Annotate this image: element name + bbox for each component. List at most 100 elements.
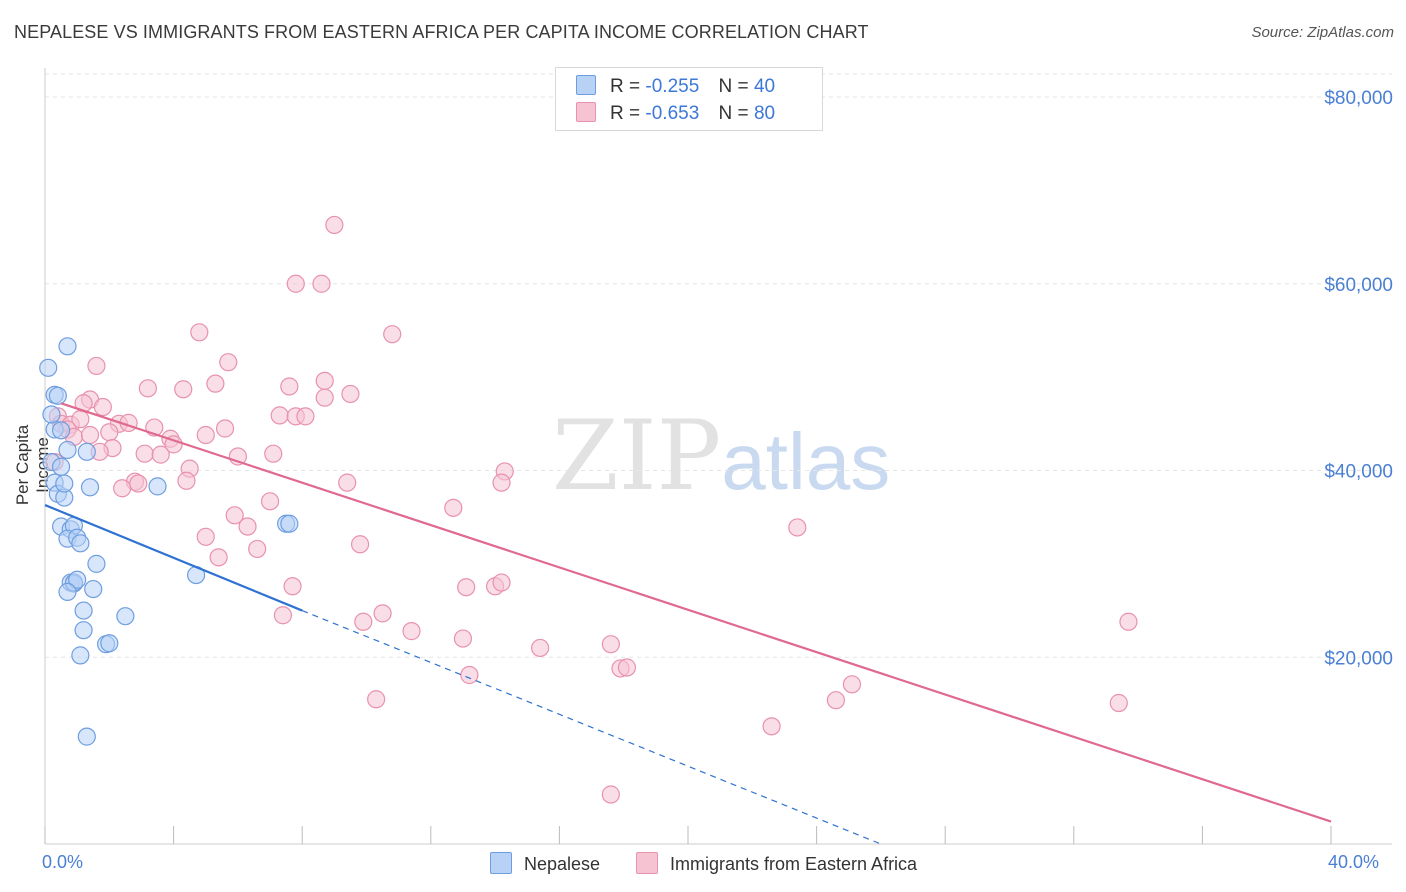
eastern-africa-point <box>762 717 781 736</box>
eastern-africa-point <box>209 548 228 567</box>
nepalese-point <box>42 405 61 424</box>
series-legend: Nepalese Immigrants from Eastern Africa <box>0 850 1406 878</box>
nepalese-point <box>280 514 299 533</box>
eastern-africa-point <box>164 435 183 454</box>
eastern-africa-point <box>601 785 620 804</box>
nepalese-point <box>148 477 167 496</box>
nepalese-point <box>84 579 103 599</box>
eastern-africa-point <box>531 638 550 658</box>
eastern-africa-point <box>601 635 620 654</box>
eastern-africa-point <box>460 665 479 685</box>
eastern-africa-point <box>206 374 225 393</box>
nepalese-point <box>77 442 96 461</box>
y-tick-label: $80,000 <box>1324 88 1393 109</box>
eastern-africa-point <box>93 397 112 417</box>
eastern-africa-point <box>492 573 511 592</box>
legend-item-nepalese[interactable]: Nepalese <box>490 852 600 875</box>
eastern-africa-point <box>354 612 373 631</box>
nepalese-trend-line <box>44 504 303 612</box>
eastern-africa-point <box>248 539 267 559</box>
eastern-africa-point <box>367 690 386 709</box>
eastern-africa-point <box>341 384 360 404</box>
legend-row-nepalese: R = -0.255 N = 40 <box>576 75 775 99</box>
n-value: 40 <box>753 76 776 97</box>
eastern-africa-point <box>383 325 402 344</box>
eastern-africa-point <box>273 606 293 625</box>
y-tick-label: $40,000 <box>1324 462 1393 483</box>
eastern-africa-point <box>138 379 157 398</box>
eastern-africa-point <box>492 473 511 492</box>
nepalese-point <box>116 607 135 626</box>
nepalese-point <box>68 570 87 589</box>
eastern-africa-point <box>1119 612 1138 631</box>
nepalese-point <box>74 601 93 620</box>
source-label[interactable]: Source: ZipAtlas.com <box>1251 24 1394 41</box>
nepalese-point <box>55 474 74 493</box>
eastern-africa-trend-line <box>60 402 1332 823</box>
nepalese-point <box>51 421 71 440</box>
eastern-africa-point <box>219 353 238 372</box>
eastern-africa-point <box>283 577 302 596</box>
eastern-africa-point <box>174 380 193 399</box>
eastern-africa-point <box>315 371 334 390</box>
nepalese-point <box>71 646 90 665</box>
watermark-zip: ZIP <box>552 400 722 512</box>
nepalese-point <box>77 727 96 746</box>
eastern-africa-point <box>100 423 119 442</box>
legend-label: Nepalese <box>524 854 601 874</box>
legend-row-eastern-africa: R = -0.653 N = 80 <box>576 102 775 126</box>
eastern-africa-point <box>113 479 132 498</box>
eastern-africa-point <box>264 444 283 463</box>
r-value: -0.653 <box>645 103 700 124</box>
eastern-africa-point <box>190 323 209 342</box>
legend-swatch-pink <box>576 102 596 122</box>
nepalese-point <box>58 582 77 601</box>
eastern-africa-point <box>87 356 106 376</box>
eastern-africa-point <box>129 474 148 493</box>
nepalese-point <box>80 478 100 497</box>
r-value: -0.255 <box>645 76 700 97</box>
x-tick-label-min: 0.0% <box>42 852 84 872</box>
legend-item-eastern-africa[interactable]: Immigrants from Eastern Africa <box>636 852 917 875</box>
nepalese-point <box>100 634 119 653</box>
nepalese-trend-extension <box>301 610 882 845</box>
legend-swatch-blue <box>576 75 596 95</box>
eastern-africa-point <box>338 473 357 492</box>
eastern-africa-point <box>196 425 215 445</box>
nepalese-point <box>39 358 58 377</box>
eastern-africa-point <box>788 518 807 537</box>
eastern-africa-point <box>350 535 370 554</box>
legend-swatch-blue <box>490 852 512 874</box>
nepalese-point <box>87 554 106 573</box>
eastern-africa-point <box>225 506 244 525</box>
legend-swatch-pink <box>636 852 658 874</box>
watermark-atlas: atlas <box>721 417 891 506</box>
eastern-africa-point <box>135 444 154 463</box>
eastern-africa-point <box>402 622 421 641</box>
r-label: R = <box>610 76 641 97</box>
eastern-africa-point <box>196 527 215 546</box>
chart-title: NEPALESE VS IMMIGRANTS FROM EASTERN AFRI… <box>14 22 869 42</box>
legend-label: Immigrants from Eastern Africa <box>670 854 918 874</box>
n-label: N = <box>718 103 749 124</box>
eastern-africa-point <box>177 471 196 490</box>
eastern-africa-point <box>453 629 473 648</box>
eastern-africa-point <box>1109 693 1128 713</box>
eastern-africa-point <box>457 578 476 597</box>
eastern-africa-point <box>151 445 170 464</box>
y-tick-label: $60,000 <box>1324 275 1393 296</box>
eastern-africa-point <box>215 419 235 438</box>
y-tick-label: $20,000 <box>1324 648 1393 669</box>
nepalese-point <box>58 440 77 460</box>
eastern-africa-point <box>325 215 344 235</box>
x-tick-label-max: 40.0% <box>1328 852 1380 872</box>
eastern-africa-point <box>617 658 637 677</box>
nepalese-point <box>58 337 77 356</box>
n-value: 80 <box>753 103 776 124</box>
eastern-africa-point <box>312 274 331 293</box>
eastern-africa-point <box>280 377 299 396</box>
eastern-africa-point <box>842 675 862 694</box>
eastern-africa-point <box>286 274 305 293</box>
nepalese-point <box>48 386 67 405</box>
